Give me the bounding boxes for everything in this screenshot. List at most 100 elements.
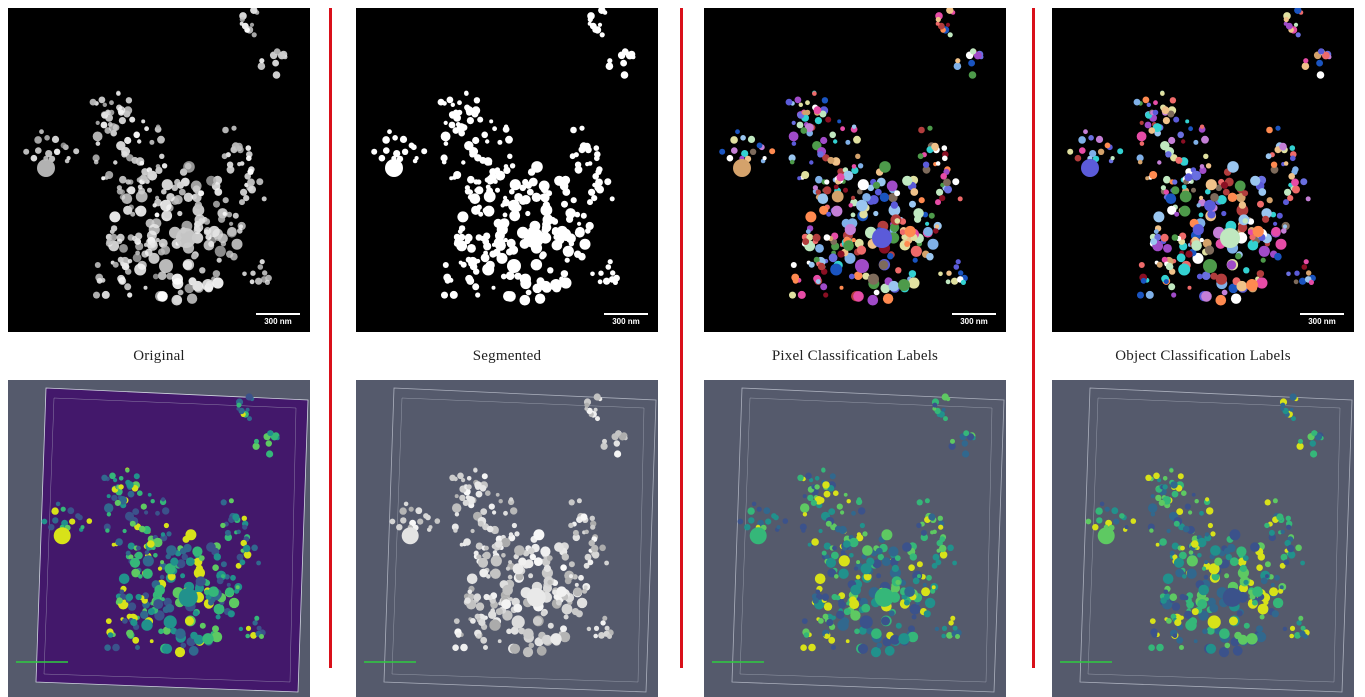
particle: [933, 228, 939, 234]
rendered-particle: [1156, 643, 1164, 652]
particle: [850, 212, 856, 218]
rendered-particle: [1151, 632, 1158, 638]
particle: [1177, 131, 1184, 139]
particle: [1088, 135, 1094, 141]
particle: [1181, 184, 1187, 190]
rendered-particle: [909, 603, 921, 615]
particle: [449, 290, 458, 299]
particle: [1221, 289, 1228, 296]
rendered-particle: [862, 545, 873, 556]
particle: [587, 161, 593, 166]
rendered-particle: [164, 563, 176, 575]
rendered-particle: [185, 616, 194, 626]
particle: [1199, 237, 1204, 243]
particle: [873, 210, 879, 217]
rendered-particle: [213, 553, 221, 561]
particle: [853, 135, 861, 144]
particle: [1160, 185, 1166, 191]
rendered-particle: [870, 647, 882, 658]
rendered-particle: [208, 586, 219, 597]
rendered-particle: [474, 481, 482, 489]
rendered-particle: [508, 597, 513, 602]
rendered-particle: [1230, 637, 1240, 647]
rendered-particle: [459, 494, 466, 502]
particle: [1207, 210, 1216, 219]
rendered-particle: [563, 614, 569, 620]
particle: [1293, 22, 1299, 27]
rendered-particle: [782, 518, 789, 524]
particle: [910, 245, 922, 257]
rendered-particle: [859, 522, 865, 529]
particle: [973, 51, 982, 60]
particle: [1097, 148, 1105, 155]
rendered-particle: [188, 645, 199, 656]
particle: [607, 58, 613, 64]
rendered-particle: [584, 402, 590, 408]
rendered-particle: [170, 557, 179, 566]
particle: [1210, 272, 1218, 280]
rendered-particle: [824, 633, 830, 639]
rendered-particle: [1298, 438, 1303, 444]
particle: [112, 261, 119, 268]
rendered-particle: [1220, 559, 1230, 569]
particle: [483, 190, 496, 203]
rendered-particle: [947, 544, 954, 552]
rendered-particle: [1185, 619, 1197, 631]
rendered-particle: [501, 553, 506, 558]
particle: [477, 116, 484, 123]
rendered-particle: [195, 564, 203, 572]
rendered-particle: [1242, 555, 1249, 561]
particle: [95, 141, 101, 146]
particle: [853, 271, 863, 281]
rendered-particle: [943, 416, 948, 422]
particle: [1171, 234, 1179, 241]
particle: [235, 142, 243, 151]
rendered-particle: [1175, 485, 1183, 492]
rendered-particle: [857, 497, 862, 502]
rendered-particle: [771, 513, 777, 519]
rendered-particle: [823, 602, 833, 611]
rendered-particle: [1243, 579, 1249, 585]
rendered-particle: [509, 497, 514, 502]
particle: [1293, 279, 1299, 285]
particle: [230, 252, 238, 261]
rendered-particle: [175, 628, 186, 639]
rendered-particle: [1166, 528, 1171, 534]
rendered-particle: [118, 476, 124, 481]
particle: [457, 211, 469, 223]
particle: [553, 234, 560, 241]
rendered-particle: [1250, 542, 1260, 552]
rendered-particle: [812, 597, 819, 604]
particle: [597, 22, 603, 27]
particle: [855, 259, 869, 273]
particle: [124, 136, 132, 145]
particle: [508, 245, 519, 255]
rendered-particle: [208, 599, 214, 606]
rendered-particle: [829, 473, 836, 480]
rendered-particle: [488, 610, 497, 619]
rendered-particle: [1225, 553, 1232, 561]
particle: [249, 279, 255, 285]
rendered-particle: [955, 634, 960, 639]
rendered-particle: [1170, 481, 1178, 489]
particle: [813, 106, 822, 115]
particle: [51, 135, 60, 143]
rendered-particle: [573, 587, 583, 597]
render-object-classification-3d: [1052, 380, 1354, 697]
caption-original: Original: [133, 348, 185, 364]
rendered-particle: [111, 542, 116, 547]
rendered-particle: [948, 442, 956, 450]
particle: [509, 179, 521, 191]
rendered-particle: [497, 639, 502, 644]
rendered-particle: [825, 557, 837, 568]
rendered-particle: [589, 515, 595, 521]
particle: [741, 150, 749, 158]
particle: [867, 184, 875, 192]
rendered-particle: [584, 529, 589, 534]
particle: [1157, 160, 1162, 165]
particle: [483, 205, 495, 217]
particle: [857, 179, 869, 191]
rendered-particle: [838, 555, 850, 567]
particle: [226, 211, 233, 218]
rendered-particle: [501, 599, 512, 610]
